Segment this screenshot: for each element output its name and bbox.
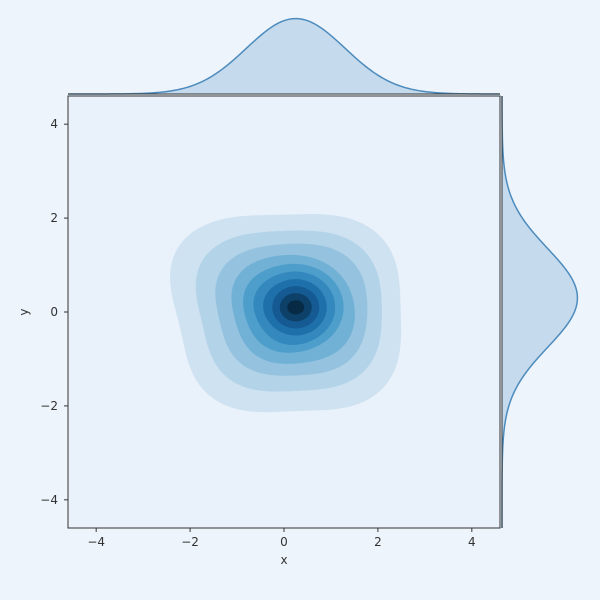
x-axis-label: x [280, 553, 287, 567]
kde-level-9 [287, 300, 304, 314]
y-tick-label: 4 [50, 117, 58, 131]
y-tick-label: 2 [50, 211, 58, 225]
y-tick-label: 0 [50, 305, 58, 319]
x-tick-label: −2 [181, 535, 199, 549]
x-tick-label: 0 [280, 535, 288, 549]
x-tick-label: 2 [374, 535, 382, 549]
kde-contours [170, 214, 401, 412]
jointplot-figure: −4 −2 0 2 4 −4 −2 0 2 4 x y [0, 0, 600, 600]
x-tick-label: −4 [87, 535, 105, 549]
y-tick-label: −2 [40, 399, 58, 413]
kde-joint-panel: −4 −2 0 2 4 −4 −2 0 2 4 x y [17, 96, 500, 567]
x-tick-label: 4 [468, 535, 476, 549]
jointplot-svg: −4 −2 0 2 4 −4 −2 0 2 4 x y [0, 0, 600, 600]
y-tick-label: −4 [40, 493, 58, 507]
y-axis-label: y [17, 308, 31, 315]
